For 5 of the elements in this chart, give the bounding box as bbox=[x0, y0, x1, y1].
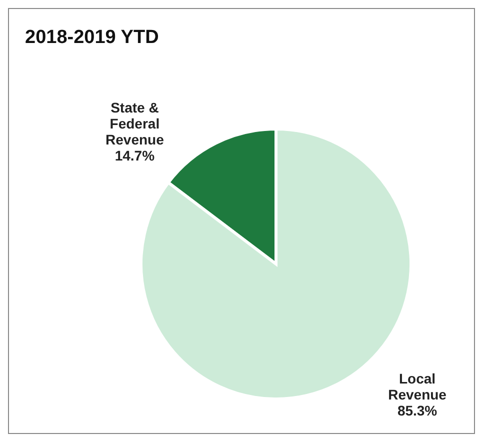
data-label: 14.7% bbox=[114, 147, 156, 164]
data-label: 85.3% bbox=[397, 402, 438, 418]
chart-title: 2018-2019 YTD bbox=[25, 27, 159, 49]
slice-label: Local Revenue bbox=[388, 370, 447, 402]
slice-label: State & Federal Revenue bbox=[106, 99, 164, 148]
